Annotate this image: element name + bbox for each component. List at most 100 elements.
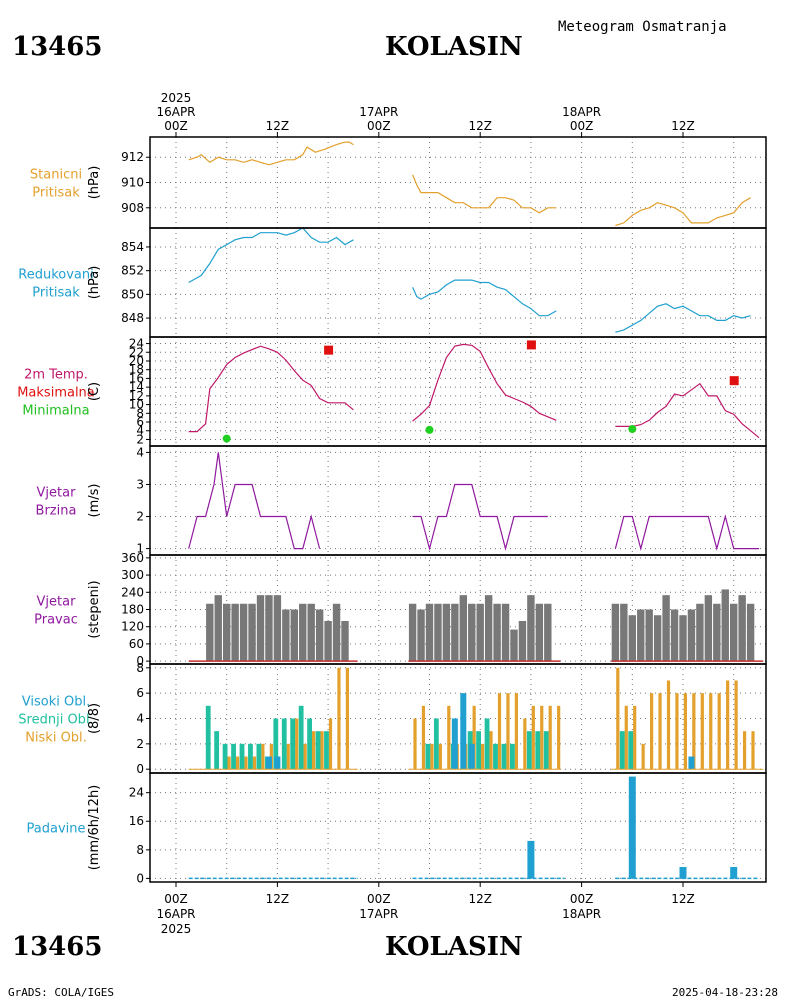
cloud-bar [548,705,552,770]
cloud-bar [274,756,281,770]
y-tick-label: 910 [121,176,144,190]
wind-direction-bar [670,609,679,662]
wind-direction-bar [290,609,298,662]
wind-direction-bar [662,595,670,662]
series-line-p1 [412,174,557,214]
time-label-bottom: 00Z [164,892,188,906]
cloud-bar [239,743,245,770]
wind-direction-bar [315,609,324,662]
station-name-bottom: KOLASIN [385,932,523,962]
wind-direction-bar [256,595,265,662]
wind-direction-bar [408,603,417,662]
time-label-top: 18APR [562,105,601,119]
wind-direction-bar [332,603,341,662]
cloud-bar [460,693,467,770]
wind-direction-bar [451,603,459,662]
y-tick-label: 0 [136,654,144,668]
cloud-bar [742,731,747,770]
wind-direction-bar [738,595,746,662]
cloud-bar [328,718,333,770]
y-tick-label: 912 [121,150,144,164]
wind-direction-bar [679,615,687,662]
y-tick-label: 0 [136,871,144,885]
wind-direction-bar [704,595,713,662]
cloud-bar [751,731,755,770]
time-label-bottom: 2025 [161,922,192,936]
wind-direction-bar [231,603,239,662]
precip-bar [679,866,687,879]
panel-frame [149,772,767,883]
y-tick-label: 20 [129,354,144,368]
panel-label: 2m Temp. [24,368,88,383]
panel-unit: (8/8) [87,703,102,734]
cloud-bar [692,693,696,770]
series-line-p3 [615,382,760,439]
cloud-bar [205,705,211,770]
wind-direction-bar [535,603,544,662]
cloud-bar [666,680,671,770]
y-tick-label: 18 [129,363,144,377]
wind-direction-bar [476,603,484,662]
series-line-p3 [412,343,557,422]
panel-unit: (mm/6h/12h) [87,785,102,871]
wind-direction-bar [417,609,425,662]
panel-label: Pritisak [32,286,80,301]
y-tick-label: 180 [121,603,144,617]
wind-direction-bar [544,603,552,662]
series-line-p2 [615,303,751,333]
cloud-bar [726,680,730,770]
wind-direction-bar [273,595,282,662]
cloud-bar [421,705,426,770]
y-tick-label: 22 [129,345,144,359]
cloud-bar [265,756,272,770]
wind-direction-bar [341,620,349,662]
cloud-bar [425,743,431,770]
series-line-p4 [412,483,548,551]
cloud-bar [535,731,541,770]
y-tick-label: 16 [129,814,144,828]
y-tick-label: 6 [136,686,144,700]
precip-bar [628,776,636,879]
cloud-bar [484,718,490,770]
cloud-bar [628,731,634,770]
wind-direction-bar [265,595,273,662]
wind-direction-bar [730,603,738,662]
time-label-bottom: 12Z [266,892,290,906]
station-id-bottom: 13465 [12,932,102,962]
wind-direction-bar [468,603,476,662]
credit-text: GrADS: COLA/IGES [8,986,114,999]
panel-label: Maksimalna [17,386,95,401]
panel-label: Stanicni [30,168,82,183]
wind-direction-bar [324,620,332,662]
cloud-bar [413,718,417,770]
cloud-bar [734,680,738,770]
cloud-bar [281,718,287,770]
wind-direction-bar [645,609,653,662]
panel-p7: 0 8 16 24 Padavine (mm/6h/12h) [27,773,766,885]
wind-direction-bar [510,629,518,662]
cloud-bar [683,693,687,770]
y-tick-label: 2 [136,432,144,446]
panel-p2: 848 850 852 854 Redukovani Pritisak (hPa) [18,228,766,337]
y-tick-label: 4 [136,424,144,438]
time-label-top: 12Z [468,119,492,133]
y-tick-label: 120 [121,620,144,634]
cloud-bar [526,731,532,770]
panel-label: Vjetar [37,595,77,610]
time-label-bottom: 16APR [156,907,195,921]
cloud-bar [231,743,236,770]
cloud-bar [286,743,290,770]
min-temp-marker [628,424,637,433]
cloud-bar [303,743,307,770]
time-label-bottom: 00Z [570,892,594,906]
station-id-top: 13465 [12,32,102,62]
cloud-bar [717,693,721,770]
y-tick-label: 16 [129,371,144,385]
panel-label: Padavine [27,822,86,837]
time-label-top: 00Z [570,119,594,133]
wind-direction-bar [687,609,696,662]
cloud-bar [700,693,704,770]
y-tick-label: 854 [121,240,144,254]
wind-direction-bar [223,603,231,662]
y-tick-label: 8 [136,661,144,675]
